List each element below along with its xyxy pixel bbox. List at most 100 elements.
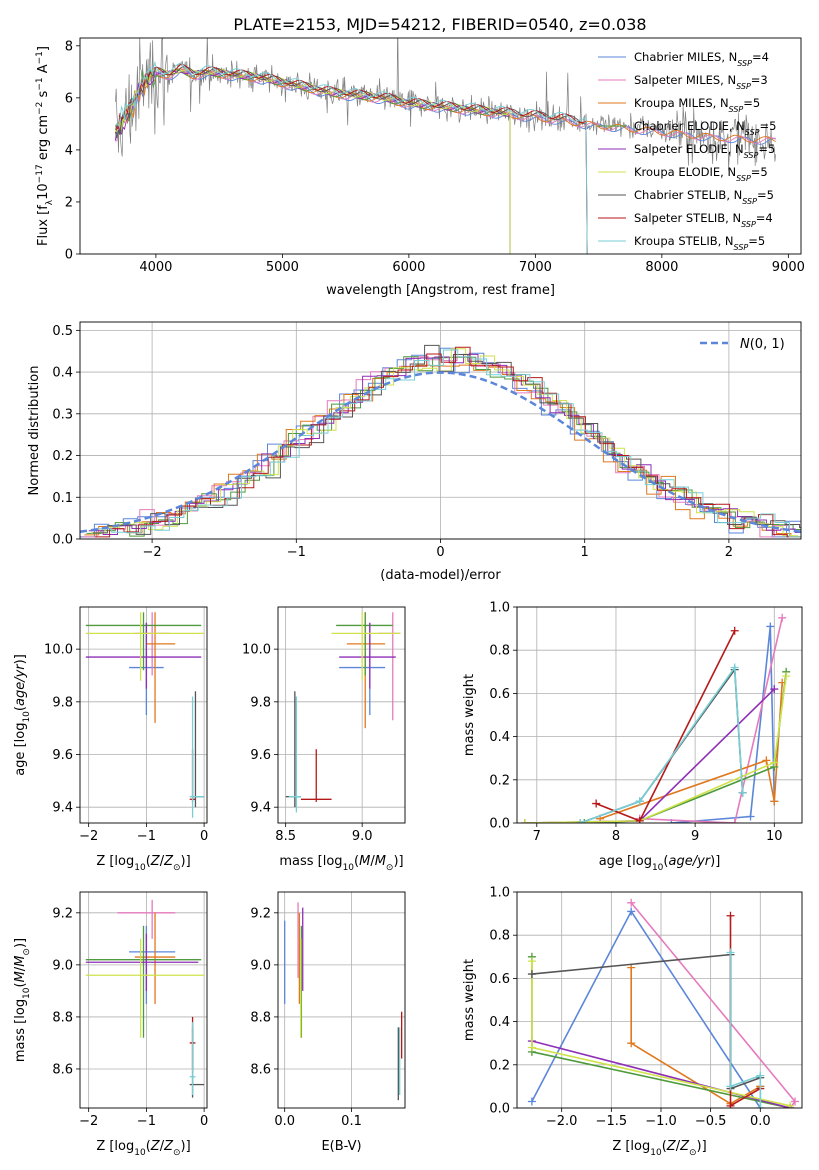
legend-val: =5: [743, 96, 760, 110]
label-part: )]: [181, 1139, 191, 1154]
tick-label-x: 7: [533, 829, 541, 844]
model-spectrum: [115, 60, 588, 254]
tick-label-y: 0.2: [489, 773, 510, 788]
y-axis-label: age [log10(age/yr)]: [13, 654, 32, 776]
label-part: 10: [134, 1148, 146, 1158]
label-part: erg cm: [36, 115, 51, 164]
tick-label-x: 0.0: [750, 1114, 771, 1129]
residual-histogram: [95, 346, 801, 538]
tick-label-y: 1.0: [489, 601, 510, 616]
y-axis-label: mass [log10(M/M⊙)]: [13, 938, 32, 1062]
tick-label-x: 0.0: [274, 1114, 295, 1129]
legend-val: =4: [756, 211, 773, 225]
legend-val: =3: [751, 73, 768, 87]
x-axis-label: Z [log10(Z/Z⊙)]: [96, 854, 190, 873]
age_vs_Z-marks: [85, 612, 205, 818]
mass-weight-point: [726, 1082, 735, 1091]
mass-weight-point: [738, 788, 747, 797]
tick-label-y: 9.0: [52, 958, 73, 973]
tick-label-y: 0: [65, 248, 73, 263]
label-part: −2: [35, 102, 45, 115]
legend-entry: Chabrier MILES, NSSP=4: [634, 50, 769, 68]
x-axis-label: mass [log10(M/M⊙)]: [279, 854, 403, 873]
tick-label-y: 8.6: [52, 1062, 73, 1077]
axes-frame: [79, 37, 802, 255]
x-axis-label: Z [log10(Z/Z⊙)]: [612, 1139, 706, 1158]
label-part: Z [log: [96, 1139, 134, 1154]
tick-label-x: −0.5: [695, 1114, 727, 1129]
label-part: −1: [35, 77, 45, 90]
label-part: /: [676, 1139, 681, 1154]
tick-label-x: 8000: [645, 260, 678, 275]
legend: N(0, 1): [700, 337, 785, 352]
mass-weight-point: [580, 819, 589, 823]
tick-label-y: 1.0: [489, 886, 510, 901]
label-part: −1: [35, 51, 45, 64]
label-part: ⊙: [386, 863, 394, 873]
tick-label-x: 4000: [139, 260, 172, 275]
tick-label-x: 8: [612, 829, 620, 844]
tick-label-y: 0.0: [52, 533, 73, 548]
mass-weight-point: [527, 1097, 536, 1106]
label-part: ⊙: [173, 1148, 181, 1158]
label-part: )]: [181, 854, 191, 869]
legend-entry: Salpeter STELIB, NSSP=4: [634, 211, 773, 229]
label-part: −17: [35, 164, 45, 183]
axes-frame: [516, 891, 803, 1109]
y-axis-label: mass weight: [462, 674, 477, 756]
label-part: Z: [150, 1139, 161, 1154]
legend-sub: SSP: [729, 105, 744, 114]
label-part: 10: [22, 987, 32, 999]
mass-weight-point: [592, 799, 601, 808]
tick-label-x: −1: [287, 545, 306, 560]
model-spectrum: [114, 68, 776, 143]
label-part: 10: [36, 183, 51, 200]
mass-weight-point: [527, 1043, 536, 1052]
legend-text: N: [740, 337, 750, 352]
mass-weight-point: [770, 758, 779, 767]
tick-label-y: 0.0: [489, 1102, 510, 1117]
tick-label-x: −1: [137, 829, 156, 844]
label-part: mass [log: [279, 854, 342, 869]
model-spectrum: [114, 69, 511, 254]
label-part: )]: [13, 938, 28, 948]
label-part: (: [146, 1139, 151, 1154]
label-part: M: [359, 854, 370, 869]
mass-weight-line: [531, 909, 762, 1108]
age_vs_Z-axes: −2 −1 09.49.69.810.0Z [log10(Z/Z⊙)]age [lo…: [13, 606, 208, 873]
label-part: (: [663, 854, 668, 869]
mass-weight-point: [635, 816, 644, 823]
tick-label-x: −2: [79, 829, 98, 844]
mass-weight-line: [671, 626, 776, 823]
label-part: mass [log: [13, 999, 28, 1062]
x-axis-label: age [log10(age/yr)]: [599, 854, 721, 873]
label-part: age [log: [13, 723, 28, 776]
tick-label-y: 8.8: [250, 1010, 271, 1025]
mass-weight-line: [524, 675, 787, 823]
axes-frame: [516, 606, 803, 824]
model-spectrum: [114, 63, 588, 254]
tick-label-y: 9.2: [52, 906, 73, 921]
mass-weight-point: [730, 819, 739, 823]
tick-label-y: 9.2: [250, 906, 271, 921]
tick-label-y: 6: [65, 91, 73, 106]
label-part: M: [13, 971, 28, 982]
tick-label-y: 0.8: [489, 929, 510, 944]
tick-label-y: 9.6: [250, 748, 271, 763]
mass-weight-point: [762, 756, 771, 765]
tick-label-y: 0.3: [52, 407, 73, 422]
label-part: M: [375, 854, 386, 869]
tick-label-y: 0.6: [489, 972, 510, 987]
massweight_vs_Z-axes: −2.0 −1.5 −1.0 −0.5 0.0 0.0 0.2 0.4 0.6 0.8 1.0 Z […: [462, 886, 803, 1158]
legend-text: Salpeter STELIB, N: [634, 211, 741, 225]
label-part: s: [36, 90, 51, 101]
tick-label-y: 0.6: [489, 687, 510, 702]
legend-text: Kroupa ELODIE, N: [634, 165, 736, 179]
residuals-axes: −2 −1 0 1 2 0.0 0.1 0.2 0.3 0.4 0.5 (data-model)/er…: [27, 321, 802, 583]
axes-frame: [277, 606, 406, 824]
mass_vs_ebv-axes: 0.0 0.1 8.6 8.8 9.0 9.2 E(B-V): [250, 891, 406, 1154]
label-part: 10: [343, 863, 355, 873]
massweight_vs_Z-marks: [527, 898, 800, 1108]
legend-entry: Chabrier ELODIE, NSSP=5: [634, 119, 776, 137]
